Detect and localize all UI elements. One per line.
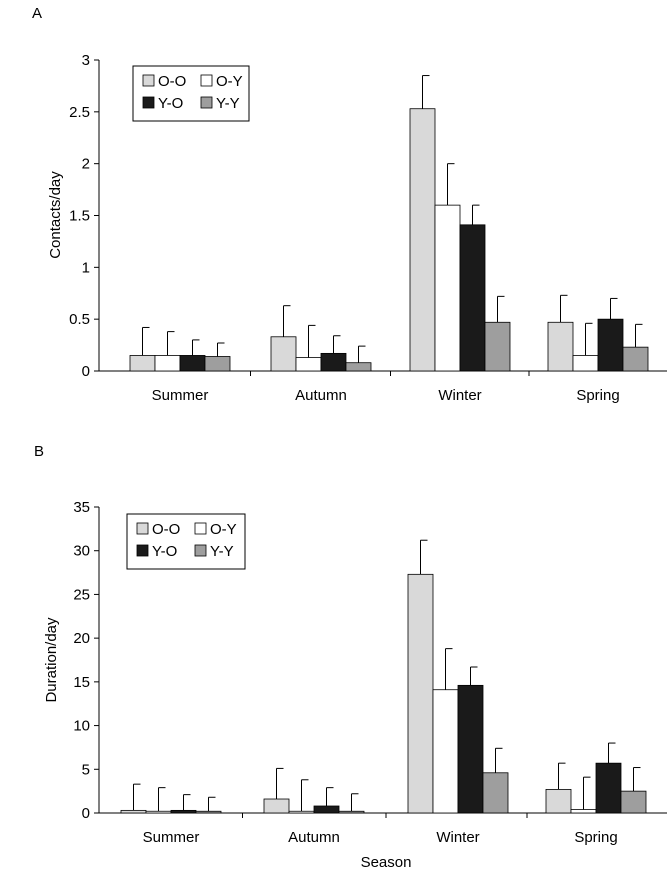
x-axis-label: Season xyxy=(361,854,412,871)
bar-o-o xyxy=(547,321,574,372)
bar-o-o xyxy=(263,798,290,814)
legend-swatch-y-o xyxy=(142,96,155,109)
bar-y-o xyxy=(595,762,622,814)
bar-o-y xyxy=(154,355,181,372)
bar-y-y xyxy=(338,810,365,814)
legend: O-O O-Y Y-O Y-Y xyxy=(126,513,246,570)
bar-o-o xyxy=(129,355,156,372)
bar-o-o xyxy=(545,788,572,814)
bar-o-y xyxy=(288,810,315,814)
legend-label-o-o: O-O xyxy=(158,73,186,90)
chart-a: 0 0.5 1 1.5 2 2.5 3 Summer Autumn Winter Spring Con… xyxy=(47,52,667,404)
y-tick-label: 0 xyxy=(82,363,90,380)
legend-swatch-o-y xyxy=(200,74,213,87)
bar-o-y xyxy=(432,689,459,814)
legend-swatch-o-o xyxy=(136,522,149,535)
legend-label-o-y: O-Y xyxy=(210,521,237,538)
y-axis-label: Duration/day xyxy=(43,617,60,703)
bar-y-o xyxy=(597,318,624,372)
bar-y-o xyxy=(313,805,340,814)
bar-o-y xyxy=(295,357,322,372)
y-tick-label: 2.5 xyxy=(69,104,90,121)
y-tick-label: 25 xyxy=(73,586,90,603)
y-tick-label: 3 xyxy=(82,52,90,69)
legend-swatch-y-y xyxy=(200,96,213,109)
x-tick-label: Winter xyxy=(438,387,481,404)
bar-o-y xyxy=(145,810,172,814)
x-tick-label: Spring xyxy=(576,387,619,404)
bar-o-y xyxy=(570,809,597,814)
y-tick-label: 30 xyxy=(73,543,90,560)
legend-label-o-o: O-O xyxy=(152,521,180,538)
y-tick-label: 15 xyxy=(73,674,90,691)
bar-y-y xyxy=(484,321,511,372)
y-axis-label: Contacts/day xyxy=(47,171,64,259)
legend-swatch-y-y xyxy=(194,544,207,557)
bar-y-y xyxy=(195,810,222,814)
y-tick-label: 5 xyxy=(82,761,90,778)
y-tick-label: 0.5 xyxy=(69,311,90,328)
legend-label-y-o: Y-O xyxy=(152,543,177,560)
legend-label-o-y: O-Y xyxy=(216,73,243,90)
bar-o-o xyxy=(409,108,436,372)
y-tick-label: 35 xyxy=(73,499,90,516)
bar-o-o xyxy=(407,573,434,814)
bar-o-y xyxy=(434,204,461,372)
legend-swatch-o-y xyxy=(194,522,207,535)
x-tick-label: Summer xyxy=(152,387,209,404)
chart-b: 0 5 10 15 20 25 30 35 Summer Autumn Winter Spring Du… xyxy=(43,499,667,871)
bar-y-y xyxy=(620,790,647,814)
y-tick-label: 20 xyxy=(73,630,90,647)
bar-y-y xyxy=(345,362,372,372)
x-tick-label: Autumn xyxy=(288,829,340,846)
panel-letter-b: B xyxy=(34,443,45,460)
y-tick-label: 10 xyxy=(73,718,90,735)
x-tick-label: Autumn xyxy=(295,387,347,404)
panel-letter-a: A xyxy=(32,5,43,22)
legend-label-y-y: Y-Y xyxy=(210,543,234,560)
legend-swatch-y-o xyxy=(136,544,149,557)
x-tick-label: Winter xyxy=(436,829,479,846)
x-tick-label: Spring xyxy=(574,829,617,846)
bar-o-y xyxy=(572,355,599,372)
bar-y-o xyxy=(459,224,486,372)
legend-label-y-o: Y-O xyxy=(158,95,183,112)
bar-y-y xyxy=(622,346,649,372)
legend-label-y-y: Y-Y xyxy=(216,95,240,112)
y-tick-label: 0 xyxy=(82,805,90,822)
bar-y-o xyxy=(457,684,484,814)
bar-y-o xyxy=(179,355,206,372)
bar-y-y xyxy=(482,772,509,814)
bar-y-y xyxy=(204,356,231,372)
x-tick-label: Summer xyxy=(143,829,200,846)
y-tick-label: 1.5 xyxy=(69,208,90,225)
bar-y-o xyxy=(320,352,347,372)
bar-y-o xyxy=(170,809,197,814)
legend-swatch-o-o xyxy=(142,74,155,87)
bar-o-o xyxy=(270,336,297,372)
y-tick-label: 2 xyxy=(82,156,90,173)
legend: O-O O-Y Y-O Y-Y xyxy=(132,65,250,122)
bar-o-o xyxy=(120,809,147,814)
y-tick-label: 1 xyxy=(82,259,90,276)
